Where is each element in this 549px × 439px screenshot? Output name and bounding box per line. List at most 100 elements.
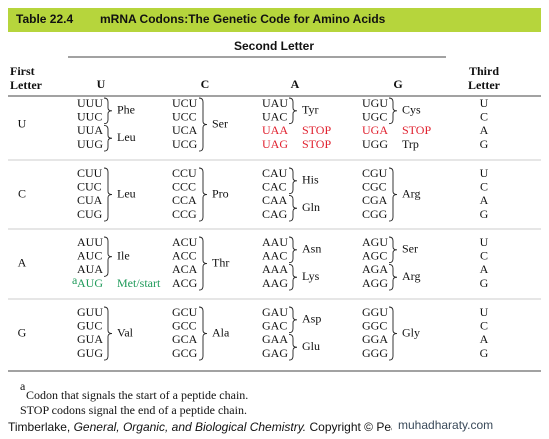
amino-acid: Lys (302, 269, 320, 283)
third-letter: A (480, 123, 489, 137)
table-title: mRNA Codons:The Genetic Code for Amino A… (100, 12, 386, 26)
first-letter: A (18, 255, 27, 269)
third-letter: G (480, 346, 489, 360)
codon: UCA (172, 123, 198, 137)
first-letter: U (18, 116, 27, 130)
brace (288, 236, 298, 264)
brace (288, 167, 298, 195)
column-header: G (393, 77, 402, 91)
amino-acid: Glu (302, 339, 320, 353)
footer-book: General, Organic, and Biological Chemist… (74, 420, 307, 434)
brace (288, 97, 298, 125)
first-letter-header: Letter (10, 78, 43, 92)
codon: UUG (77, 137, 103, 151)
codon: UGA (362, 123, 388, 137)
codon: GAU (262, 305, 288, 319)
amino-acid: Arg (402, 186, 420, 200)
codon: AAG (262, 276, 288, 290)
codon: GGU (362, 305, 388, 319)
amino-acid: Pro (212, 186, 229, 200)
watermark-bg (392, 414, 542, 436)
third-letter-header: Letter (468, 78, 501, 92)
codon: UUU (77, 96, 103, 110)
codon: UAU (262, 96, 288, 110)
third-letter: A (480, 262, 489, 276)
amino-acid: Trp (402, 137, 419, 151)
column-header: C (201, 77, 210, 91)
amino-acid: STOP (302, 137, 331, 151)
codon: GUA (77, 332, 103, 346)
amino-acid: Gln (302, 200, 320, 214)
brace (198, 306, 208, 361)
brace (288, 306, 298, 334)
codon: AUA (77, 262, 103, 276)
codon: CAG (262, 207, 288, 221)
codon: CCA (172, 193, 197, 207)
third-letter: A (480, 193, 489, 207)
codon: GCU (172, 305, 198, 319)
codon: UAA (262, 123, 288, 137)
amino-acid: Asp (302, 312, 321, 326)
codon: CAA (262, 193, 288, 207)
brace (288, 194, 298, 222)
codon: GGA (362, 332, 388, 346)
codon: CGC (362, 179, 387, 193)
codon: GAC (262, 318, 287, 332)
codon: CCC (172, 179, 196, 193)
amino-acid: Arg (402, 269, 420, 283)
codon: CCG (172, 207, 197, 221)
third-letter-header: Third (469, 64, 499, 78)
brace (288, 263, 298, 291)
codon: CAC (262, 179, 287, 193)
header-bar (8, 8, 541, 32)
codon: GCG (172, 346, 198, 360)
first-letter-header: First (10, 64, 35, 78)
second-letter: Second Letter (234, 39, 314, 53)
codon: GCC (172, 318, 197, 332)
codon: AUC (77, 248, 102, 262)
amino-acid: Leu (117, 186, 136, 200)
codon: CGG (362, 207, 388, 221)
amino-acid: Gly (402, 325, 420, 339)
amino-acid: Val (117, 325, 134, 339)
brace (388, 236, 398, 264)
brace (198, 167, 208, 222)
brace (103, 97, 113, 125)
codon: CCU (172, 166, 197, 180)
brace (288, 333, 298, 361)
amino-acid: Met/start (117, 276, 161, 290)
codon: AUG (77, 276, 103, 290)
codon: GUU (77, 305, 103, 319)
third-letter: U (480, 166, 489, 180)
third-letter: C (480, 109, 488, 123)
codon: CUC (77, 179, 102, 193)
codon: AGG (362, 276, 388, 290)
codon: CUG (77, 207, 103, 221)
column-header: A (291, 77, 300, 91)
table-label: Table 22.4 (16, 12, 73, 26)
third-letter: G (480, 276, 489, 290)
amino-acid: STOP (302, 123, 331, 137)
third-letter: G (480, 137, 489, 151)
brace (388, 306, 398, 361)
brace (103, 306, 113, 361)
brace (388, 167, 398, 222)
codon: AGU (362, 235, 388, 249)
codon: UGG (362, 137, 388, 151)
codon: UAG (262, 137, 288, 151)
codon: CGA (362, 193, 388, 207)
codon: UCG (172, 137, 198, 151)
codon: AAA (262, 262, 288, 276)
amino-acid: Ala (212, 325, 230, 339)
codon: GGC (362, 318, 387, 332)
codon: UCU (172, 96, 198, 110)
codon: AGC (362, 248, 387, 262)
column-header: U (97, 77, 106, 91)
brace (103, 236, 113, 277)
codon: AAU (262, 235, 288, 249)
amino-acid: His (302, 173, 319, 187)
amino-acid: Phe (117, 103, 135, 117)
codon: GCA (172, 332, 198, 346)
codon: GGG (362, 346, 388, 360)
